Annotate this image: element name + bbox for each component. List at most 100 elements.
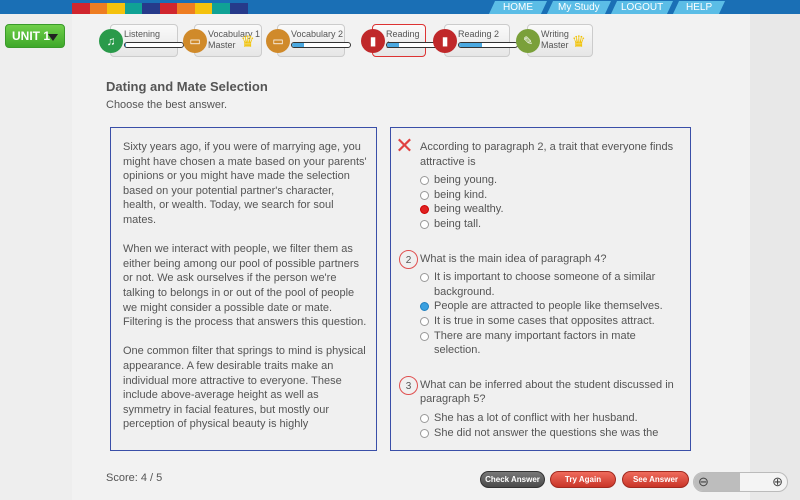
module-vocabulary-2[interactable]: ▭ Vocabulary 2: [266, 24, 351, 57]
color-stripe: [142, 3, 160, 14]
color-stripe: [124, 3, 143, 14]
progress-bar: [291, 42, 351, 48]
radio-button[interactable]: [420, 190, 429, 200]
answer-option[interactable]: There are many important factors in mate…: [419, 329, 684, 358]
nav-home[interactable]: HOME: [488, 1, 548, 14]
incorrect-x-icon: ✕: [395, 133, 414, 158]
color-stripe: [72, 3, 90, 14]
color-stripe: [89, 3, 108, 14]
module-name: Reading 2: [458, 29, 500, 39]
page-title: Dating and Mate Selection: [106, 79, 268, 94]
book-icon: ▮: [361, 29, 385, 53]
radio-button[interactable]: [420, 302, 429, 312]
radio-button[interactable]: [420, 219, 429, 229]
option-text: It is important to choose someone of a s…: [434, 271, 656, 298]
unit-selector[interactable]: UNIT 1: [5, 24, 65, 48]
progress-fill: [459, 43, 483, 47]
module-name: Writing: [541, 29, 569, 39]
question: 3 What can be inferred about the student …: [397, 375, 684, 407]
progress-fill: [292, 43, 304, 47]
radio-button[interactable]: [420, 316, 429, 326]
answer-option[interactable]: being wealthy.: [419, 202, 684, 217]
question-text: According to paragraph 2, a trait that e…: [420, 141, 674, 168]
passage-paragraph: When we interact with people, we filter …: [123, 243, 367, 329]
module-name: Vocabulary 2: [291, 29, 344, 39]
options-list: She has a lot of conflict with her husba…: [397, 411, 684, 440]
zoom-out-icon[interactable]: ⊖: [698, 474, 709, 489]
module-status: Master: [541, 40, 569, 50]
color-stripe: [212, 3, 230, 14]
crown-icon: ♛: [571, 34, 586, 51]
option-text: There are many important factors in mate…: [434, 329, 636, 357]
option-text: being tall.: [434, 217, 482, 230]
zoom-control[interactable]: ⊖ ⊕: [693, 472, 788, 492]
radio-button[interactable]: [420, 273, 429, 283]
nav-label: My Study: [558, 2, 600, 13]
question: ✕ According to paragraph 2, a trait that …: [395, 133, 684, 169]
computer-icon: ▭: [183, 29, 207, 53]
passage-paragraph: One common filter that springs to mind i…: [123, 345, 366, 431]
color-stripe: [177, 3, 195, 14]
score: Score: 4 / 5: [106, 472, 163, 484]
option-text: She did not answer the questions she was…: [434, 426, 659, 439]
color-stripe: [194, 3, 213, 14]
option-text: being kind.: [434, 188, 488, 201]
try-again-button[interactable]: Try Again: [550, 471, 616, 488]
question-text: What can be inferred about the student d…: [420, 378, 674, 406]
radio-button[interactable]: [420, 176, 429, 186]
answer-option[interactable]: being tall.: [419, 217, 684, 232]
radio-button[interactable]: [420, 331, 429, 341]
instruction: Choose the best answer.: [106, 99, 228, 111]
option-text: People are attracted to people like them…: [434, 300, 663, 313]
computer-icon: ▭: [266, 29, 290, 53]
unit-label: UNIT 1: [12, 29, 51, 43]
answer-option[interactable]: She did not answer the questions she was…: [419, 426, 684, 441]
module-reading-2[interactable]: ▮ Reading 2: [433, 24, 518, 57]
answer-option[interactable]: being young.: [419, 173, 684, 188]
progress-fill: [125, 43, 127, 47]
nav-label: HELP: [685, 2, 713, 13]
nav-label: LOGOUT: [620, 2, 664, 13]
question-number: 2: [399, 249, 418, 269]
radio-button[interactable]: [420, 428, 429, 438]
radio-button[interactable]: [420, 413, 429, 423]
answer-option[interactable]: People are attracted to people like them…: [419, 299, 684, 314]
options-list: being young. being kind. being wealthy. bei…: [397, 173, 684, 231]
nav-label: HOME: [503, 2, 533, 13]
see-answer-button[interactable]: See Answer: [622, 471, 689, 488]
progress-bar: [458, 42, 518, 48]
nav-my-study[interactable]: My Study: [546, 1, 612, 14]
color-stripe: [159, 3, 178, 14]
color-stripe: [229, 3, 248, 14]
zoom-in-icon[interactable]: ⊕: [772, 474, 783, 489]
option-text: being young.: [434, 174, 497, 187]
module-listening[interactable]: ♫ Listening: [99, 24, 184, 57]
answer-option[interactable]: It is important to choose someone of a s…: [419, 270, 684, 299]
options-list: It is important to choose someone of a s…: [397, 270, 684, 358]
module-writing[interactable]: ✎ Writing Master ♛: [516, 24, 593, 57]
crown-icon: ♛: [240, 34, 255, 51]
module-name: Listening: [124, 29, 161, 39]
music-note-icon: ♫: [99, 29, 123, 53]
book-icon: ▮: [433, 29, 457, 53]
check-answer-button[interactable]: Check Answer: [480, 471, 545, 488]
option-text: It is true in some cases that opposites …: [434, 314, 655, 327]
radio-button[interactable]: [420, 205, 429, 215]
nav-logout[interactable]: LOGOUT: [610, 1, 674, 14]
module-reading-1[interactable]: ▮Reading 1: [361, 24, 446, 57]
pencil-icon: ✎: [516, 29, 540, 53]
passage-paragraph: Sixty years ago, if you were of marrying…: [123, 141, 367, 226]
answer-option[interactable]: being kind.: [419, 188, 684, 203]
question-text: What is the main idea of paragraph 4?: [420, 252, 607, 265]
option-text: being wealthy.: [434, 203, 504, 216]
side-background: [750, 14, 800, 500]
passage-panel[interactable]: Sixty years ago, if you were of marrying…: [110, 127, 377, 451]
questions-panel[interactable]: ✕ According to paragraph 2, a trait that …: [390, 127, 691, 451]
nav-help[interactable]: HELP: [672, 1, 726, 14]
answer-option[interactable]: She has a lot of conflict with her husba…: [419, 411, 684, 426]
dropdown-arrow-icon: [48, 34, 58, 41]
color-stripe: [107, 3, 125, 14]
question: 2 What is the main idea of paragraph 4?: [397, 249, 684, 269]
module-vocabulary-1[interactable]: ▭ Vocabulary 1 Master ♛: [183, 24, 262, 57]
answer-option[interactable]: It is true in some cases that opposites …: [419, 314, 684, 329]
